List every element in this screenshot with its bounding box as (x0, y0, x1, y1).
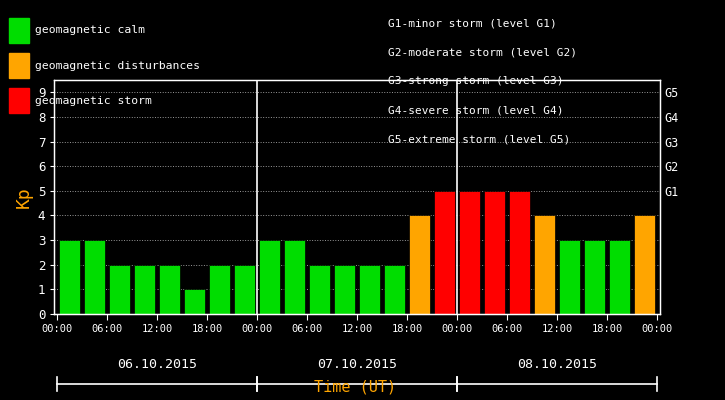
Text: G1-minor storm (level G1): G1-minor storm (level G1) (388, 18, 557, 28)
Text: G2-moderate storm (level G2): G2-moderate storm (level G2) (388, 47, 577, 57)
Bar (209, 265, 230, 314)
Bar (309, 265, 330, 314)
Bar (259, 240, 280, 314)
Bar (234, 265, 255, 314)
Bar (284, 240, 305, 314)
Bar (534, 216, 555, 314)
Bar (384, 265, 405, 314)
Text: geomagnetic disturbances: geomagnetic disturbances (35, 61, 200, 70)
Text: geomagnetic calm: geomagnetic calm (35, 26, 145, 36)
Y-axis label: Kp: Kp (14, 186, 33, 208)
Bar (359, 265, 380, 314)
Bar (434, 191, 455, 314)
Text: geomagnetic storm: geomagnetic storm (35, 96, 152, 106)
Bar (159, 265, 180, 314)
Text: Time (UT): Time (UT) (314, 379, 397, 394)
Bar (134, 265, 155, 314)
Bar (609, 240, 630, 314)
Bar (184, 289, 205, 314)
Text: 07.10.2015: 07.10.2015 (317, 358, 397, 372)
Bar (484, 191, 505, 314)
Bar (459, 191, 480, 314)
Text: 06.10.2015: 06.10.2015 (117, 358, 197, 372)
Text: 08.10.2015: 08.10.2015 (517, 358, 597, 372)
Bar (334, 265, 355, 314)
Bar (509, 191, 530, 314)
Bar (584, 240, 605, 314)
Bar (559, 240, 580, 314)
Bar (109, 265, 130, 314)
Text: G3-strong storm (level G3): G3-strong storm (level G3) (388, 76, 563, 86)
Bar (84, 240, 105, 314)
Text: G5-extreme storm (level G5): G5-extreme storm (level G5) (388, 135, 570, 145)
Bar (409, 216, 430, 314)
Bar (634, 216, 655, 314)
Bar (59, 240, 80, 314)
Text: G4-severe storm (level G4): G4-severe storm (level G4) (388, 106, 563, 116)
